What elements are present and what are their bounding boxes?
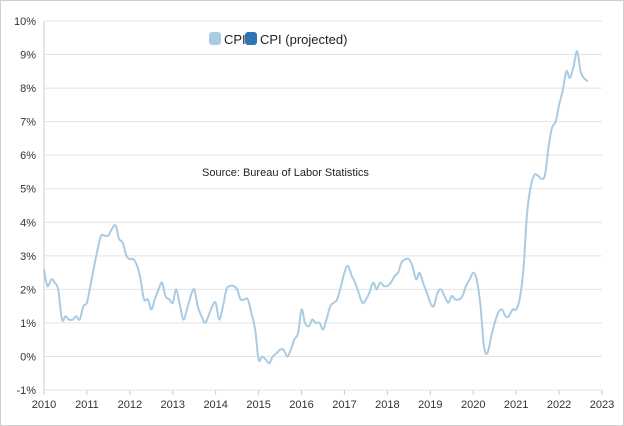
x-tick-label: 2010	[32, 399, 56, 411]
y-tick-label: 4%	[20, 217, 36, 229]
legend-item-cpi[interactable]: CPI	[209, 32, 246, 47]
x-tick-label: 2014	[203, 399, 227, 411]
y-axis-ticks: -1% 0% 1% 2% 3% 4% 5% 6% 7% 8% 9% 10%	[14, 16, 36, 397]
y-tick-label: -1%	[16, 385, 36, 397]
x-tick-label: 2022	[547, 399, 571, 411]
y-tick-label: 10%	[14, 16, 36, 28]
y-tick-label: 6%	[20, 150, 36, 162]
grid-lines	[43, 20, 602, 391]
legend-swatch-cpi	[209, 32, 221, 45]
series-line-cpi	[43, 50, 589, 365]
x-tick-label: 2019	[418, 399, 442, 411]
y-tick-label: 1%	[20, 318, 36, 330]
x-tick-label: 2017	[332, 399, 356, 411]
source-annotation: Source: Bureau of Labor Statistics	[202, 167, 369, 179]
x-tick-label: 2020	[461, 399, 485, 411]
legend-swatch-cpi-projected	[245, 32, 257, 45]
y-tick-label: 8%	[20, 83, 36, 95]
legend-item-cpi-projected[interactable]: CPI (projected)	[245, 32, 347, 47]
y-tick-label: 9%	[20, 50, 36, 62]
y-tick-label: 7%	[20, 117, 36, 129]
series-lines	[43, 50, 589, 365]
y-tick-label: 0%	[20, 351, 36, 363]
x-tick-label: 2011	[75, 399, 99, 411]
y-tick-label: 5%	[20, 184, 36, 196]
x-tick-label: 2023	[590, 399, 614, 411]
x-tick-label: 2015	[246, 399, 270, 411]
x-tick-label: 2021	[504, 399, 528, 411]
legend-label-cpi-projected: CPI (projected)	[260, 32, 347, 47]
y-tick-label: 3%	[20, 251, 36, 263]
x-tick-label: 2016	[289, 399, 313, 411]
x-tick-label: 2018	[375, 399, 399, 411]
x-axis-ticks: 2010 2011 2012 2013 2014 2015 2016 2017 2018 2019…	[32, 390, 614, 411]
x-tick-label: 2012	[118, 399, 142, 411]
legend-label-cpi: CPI	[224, 32, 246, 47]
legend[interactable]: CPI CPI (projected)	[209, 32, 347, 47]
x-tick-label: 2013	[161, 399, 185, 411]
y-tick-label: 2%	[20, 284, 36, 296]
